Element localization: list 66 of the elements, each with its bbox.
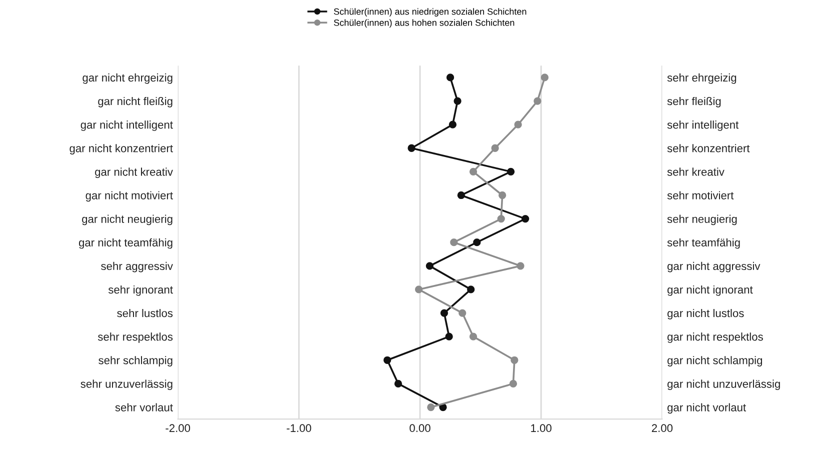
y2-tick-label: gar nicht schlampig bbox=[667, 356, 762, 366]
point bbox=[446, 74, 454, 82]
y2-tick-label: gar nicht lustlos bbox=[667, 308, 744, 320]
point bbox=[427, 403, 435, 412]
y2-tick-label: sehr kreativ bbox=[667, 168, 724, 176]
point bbox=[473, 238, 481, 246]
point bbox=[516, 262, 524, 270]
y2-tick-label: sehr motiviert bbox=[667, 191, 734, 200]
point bbox=[506, 168, 515, 176]
y2-tick-label: gar nicht vorlaut bbox=[667, 403, 746, 414]
x-tick-label: -2.00 bbox=[166, 424, 190, 432]
y-tick-label: sehr unzuverlässig bbox=[80, 380, 172, 390]
point bbox=[510, 356, 518, 364]
x-tick-label: 0.00 bbox=[410, 424, 430, 432]
point bbox=[450, 238, 458, 246]
point bbox=[540, 74, 549, 82]
point bbox=[394, 380, 402, 388]
point bbox=[498, 191, 506, 200]
y2-tick-label: gar nicht ignorant bbox=[667, 285, 753, 296]
legend-label: Schüler(innen) aus niedrigen sozialen Schichten bbox=[334, 8, 526, 17]
y-tick-label: sehr vorlaut bbox=[115, 403, 173, 412]
point bbox=[383, 356, 392, 364]
point bbox=[448, 120, 457, 128]
y-tick-label: gar nicht motiviert bbox=[86, 191, 173, 202]
x-tick-label: 1.00 bbox=[531, 424, 552, 432]
point bbox=[426, 262, 434, 270]
point bbox=[467, 286, 475, 294]
y-tick-label: sehr schlampig bbox=[98, 356, 172, 366]
y2-tick-label: sehr fleißig bbox=[667, 96, 721, 108]
point bbox=[440, 309, 448, 317]
y2-tick-label: gar nicht unzuverlässig bbox=[667, 380, 780, 390]
point bbox=[408, 144, 416, 152]
point bbox=[497, 214, 505, 223]
y-tick-label: gar nicht teamfähig bbox=[78, 238, 172, 249]
point bbox=[457, 191, 465, 200]
y2-tick-label: sehr ehrgeizig bbox=[667, 73, 736, 84]
x-tick-label: -1.00 bbox=[286, 424, 312, 432]
legend-label: Schüler(innen) aus hohen sozialen Schichten bbox=[334, 19, 514, 28]
y-tick-label: gar nicht ehrgeizig bbox=[82, 73, 172, 84]
y2-tick-label: sehr teamfähig bbox=[667, 238, 740, 249]
y2-tick-label: gar nicht aggressiv bbox=[667, 262, 760, 272]
y2-tick-label: sehr konzentriert bbox=[667, 144, 750, 152]
point bbox=[469, 332, 478, 340]
point bbox=[414, 286, 423, 294]
point bbox=[491, 144, 499, 152]
point bbox=[454, 97, 462, 105]
y-tick-label: gar nicht kreativ bbox=[95, 168, 173, 178]
point bbox=[514, 120, 522, 128]
y-tick-label: sehr lustlos bbox=[117, 308, 173, 318]
x-tick-label: 2.00 bbox=[652, 424, 673, 432]
point bbox=[445, 332, 453, 340]
point bbox=[522, 214, 530, 223]
y-tick-label: sehr aggressiv bbox=[101, 262, 173, 272]
point bbox=[534, 97, 542, 105]
point bbox=[509, 380, 518, 388]
y-tick-label: sehr respektlos bbox=[98, 332, 173, 343]
y-tick-label: gar nicht fleißig bbox=[98, 96, 172, 108]
y2-tick-label: sehr neugierig bbox=[667, 214, 737, 226]
y2-tick-label: sehr intelligent bbox=[667, 120, 739, 131]
y-tick-label: gar nicht neugierig bbox=[82, 214, 172, 226]
point bbox=[458, 309, 466, 317]
y-tick-label: sehr ignorant bbox=[108, 285, 173, 296]
point bbox=[469, 168, 478, 176]
y-tick-label: gar nicht intelligent bbox=[80, 120, 173, 131]
y-tick-label: gar nicht konzentriert bbox=[70, 144, 173, 154]
y2-tick-label: gar nicht respektlos bbox=[667, 332, 763, 343]
